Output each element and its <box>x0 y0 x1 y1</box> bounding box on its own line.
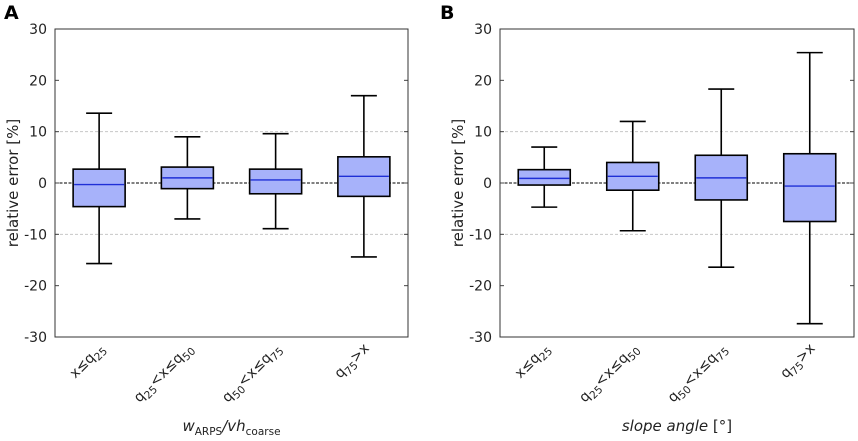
panel-b: B -30 -20 -10 0 10 20 30 x≤q25 q25<x≤q50 q50<x≤q75… <box>440 2 855 435</box>
y-tick-label: 20 <box>29 73 47 89</box>
y-tick-label: -20 <box>24 279 47 295</box>
y-tick-label: 10 <box>474 125 492 141</box>
x-axis-label: wARPS/vhcoarse <box>182 417 280 438</box>
y-tick-label: -30 <box>469 330 492 346</box>
panel-letter: A <box>4 2 19 24</box>
label-part: w <box>182 417 195 435</box>
axes-frame <box>499 28 855 338</box>
category-label: q75>x <box>331 341 374 384</box>
y-tick-label: 10 <box>29 125 47 141</box>
box-iqr <box>248 168 303 195</box>
box-3 <box>248 132 303 230</box>
label-part: [°] <box>708 417 732 435</box>
label-part: ARPS <box>195 426 223 438</box>
category-label: q50<x≤q75 <box>219 341 286 408</box>
y-tick-label: 30 <box>474 22 492 38</box>
panel-letter: B <box>440 2 454 24</box>
y-tick-label: -10 <box>469 227 492 243</box>
category-label: x≤q25 <box>512 341 555 384</box>
box-1 <box>72 112 126 265</box>
box-3 <box>694 88 749 268</box>
y-tick-label: 0 <box>38 176 47 192</box>
y-tick-label: 30 <box>29 22 47 38</box>
category-label: q50<x≤q75 <box>665 341 732 408</box>
label-part: slope angle <box>622 417 708 435</box>
category-label: q25<x≤q50 <box>131 341 198 408</box>
label-part: coarse <box>246 426 281 438</box>
box-4 <box>782 51 837 325</box>
y-tick-label: -30 <box>24 330 47 346</box>
box-2 <box>605 120 660 232</box>
y-tick-label: -20 <box>469 279 492 295</box>
panel-a: A -30 -20 -10 0 10 20 30 x≤q25 q25<x≤q50 q50<x≤q75… <box>4 2 409 438</box>
category-label: q75>x <box>777 341 820 384</box>
box-4 <box>337 94 391 258</box>
label-part: /vh <box>220 417 245 435</box>
box-2 <box>160 136 215 220</box>
y-axis-label: relative error [%] <box>4 119 22 247</box>
y-tick-label: 0 <box>483 176 492 192</box>
category-label: q25<x≤q50 <box>576 341 643 408</box>
box-iqr <box>72 168 126 208</box>
box-iqr <box>517 168 572 186</box>
x-axis-label: slope angle [°] <box>622 417 732 435</box>
y-axis-label: relative error [%] <box>449 119 467 247</box>
y-tick-label: -10 <box>24 227 47 243</box>
y-tick-label: 20 <box>474 73 492 89</box>
box-iqr <box>782 152 837 223</box>
axes-frame <box>54 28 409 338</box>
category-label: x≤q25 <box>67 341 110 384</box>
box-1 <box>517 146 572 208</box>
